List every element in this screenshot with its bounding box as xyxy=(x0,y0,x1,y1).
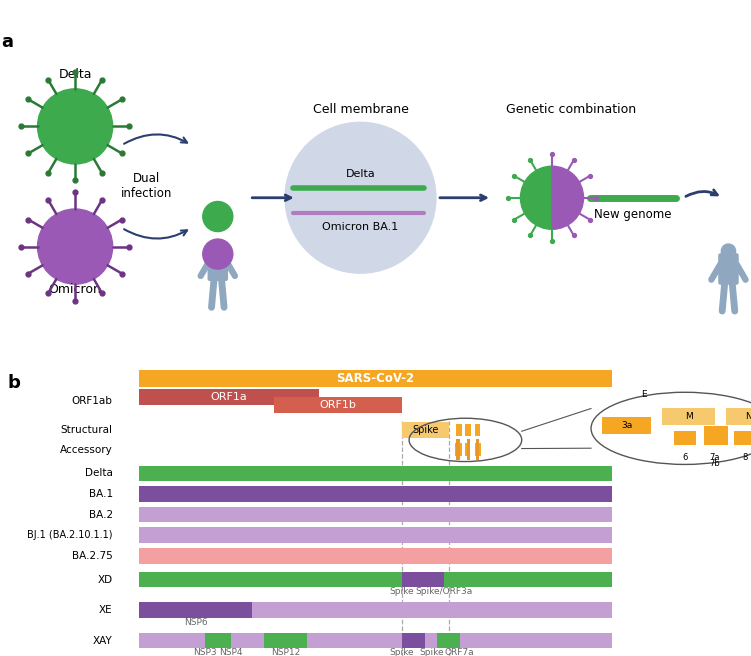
Bar xyxy=(139,371,612,388)
Text: Delta: Delta xyxy=(345,169,376,180)
Text: NSP12: NSP12 xyxy=(271,648,300,656)
Bar xyxy=(466,424,471,436)
Bar xyxy=(139,507,612,522)
Bar xyxy=(139,548,612,564)
Text: BJ.1 (BA.2.10.1.1): BJ.1 (BA.2.10.1.1) xyxy=(27,530,113,541)
Text: ORF7a: ORF7a xyxy=(445,648,475,656)
Text: Spike: Spike xyxy=(389,587,414,596)
Bar xyxy=(205,632,231,648)
Text: Cell membrane: Cell membrane xyxy=(312,103,409,116)
Text: NSP4: NSP4 xyxy=(219,648,243,656)
Bar xyxy=(402,572,444,587)
FancyBboxPatch shape xyxy=(718,253,739,285)
Text: Genetic combination: Genetic combination xyxy=(505,103,636,116)
Text: a: a xyxy=(1,33,13,51)
Bar xyxy=(456,424,462,436)
Circle shape xyxy=(203,201,233,232)
Circle shape xyxy=(38,89,113,164)
Text: XD: XD xyxy=(98,575,113,584)
Text: Spike/ORF3a: Spike/ORF3a xyxy=(415,587,472,596)
Bar xyxy=(274,397,402,413)
Bar xyxy=(139,572,612,587)
Bar xyxy=(455,443,462,456)
Circle shape xyxy=(38,209,113,284)
Text: BA.2.75: BA.2.75 xyxy=(72,551,113,561)
Text: NSP6: NSP6 xyxy=(184,618,207,627)
Text: XAY: XAY xyxy=(93,636,113,646)
Circle shape xyxy=(210,240,225,255)
Circle shape xyxy=(722,244,736,258)
Text: Delta: Delta xyxy=(85,468,113,478)
Bar xyxy=(602,417,651,434)
Text: 6: 6 xyxy=(682,453,688,462)
Bar xyxy=(466,443,470,456)
Bar xyxy=(662,408,715,425)
Bar xyxy=(726,408,751,425)
Text: Spike: Spike xyxy=(419,648,444,656)
Text: ORF1a: ORF1a xyxy=(210,392,247,402)
FancyBboxPatch shape xyxy=(207,249,228,281)
Text: 3a: 3a xyxy=(621,421,632,430)
Text: New genome: New genome xyxy=(593,208,671,221)
Text: Omicron BA.1: Omicron BA.1 xyxy=(322,222,399,232)
Text: E: E xyxy=(641,390,647,399)
Text: ORF1b: ORF1b xyxy=(319,400,356,410)
Text: Dual
infection: Dual infection xyxy=(121,173,172,201)
Bar xyxy=(475,443,481,456)
Bar xyxy=(437,632,460,648)
Bar xyxy=(139,527,612,543)
Bar xyxy=(456,439,460,461)
Bar xyxy=(139,602,612,618)
Text: Spike: Spike xyxy=(412,425,439,435)
Bar xyxy=(402,422,449,438)
Text: Delta: Delta xyxy=(59,68,92,81)
Text: BA.1: BA.1 xyxy=(89,489,113,499)
Bar xyxy=(674,432,696,445)
Text: Spike: Spike xyxy=(389,648,414,656)
Text: ORF1ab: ORF1ab xyxy=(72,396,113,406)
Text: Omicron: Omicron xyxy=(49,283,101,296)
Text: 7b: 7b xyxy=(710,459,720,468)
Text: 7a: 7a xyxy=(710,453,720,462)
Text: SARS-CoV-2: SARS-CoV-2 xyxy=(336,373,415,386)
Text: NSP3: NSP3 xyxy=(193,648,217,656)
Text: N: N xyxy=(746,413,751,421)
Bar xyxy=(476,439,479,461)
Bar xyxy=(139,486,612,502)
Text: M: M xyxy=(685,413,692,421)
Circle shape xyxy=(285,123,436,273)
Bar xyxy=(264,632,307,648)
Text: BA.2: BA.2 xyxy=(89,510,113,520)
Wedge shape xyxy=(552,166,584,230)
Bar xyxy=(475,424,480,436)
Circle shape xyxy=(591,392,751,464)
Bar xyxy=(139,390,318,405)
Bar xyxy=(467,439,469,461)
Text: 8: 8 xyxy=(742,453,748,462)
Bar xyxy=(139,466,612,481)
Bar xyxy=(139,632,612,648)
Text: XE: XE xyxy=(99,605,113,615)
Text: Accessory: Accessory xyxy=(60,445,113,455)
Circle shape xyxy=(203,239,233,269)
Bar xyxy=(704,426,728,445)
Bar xyxy=(402,632,425,648)
Text: Structural: Structural xyxy=(61,425,113,435)
Bar xyxy=(139,602,252,618)
Wedge shape xyxy=(520,166,552,230)
Bar xyxy=(734,432,751,445)
Text: b: b xyxy=(8,374,20,392)
